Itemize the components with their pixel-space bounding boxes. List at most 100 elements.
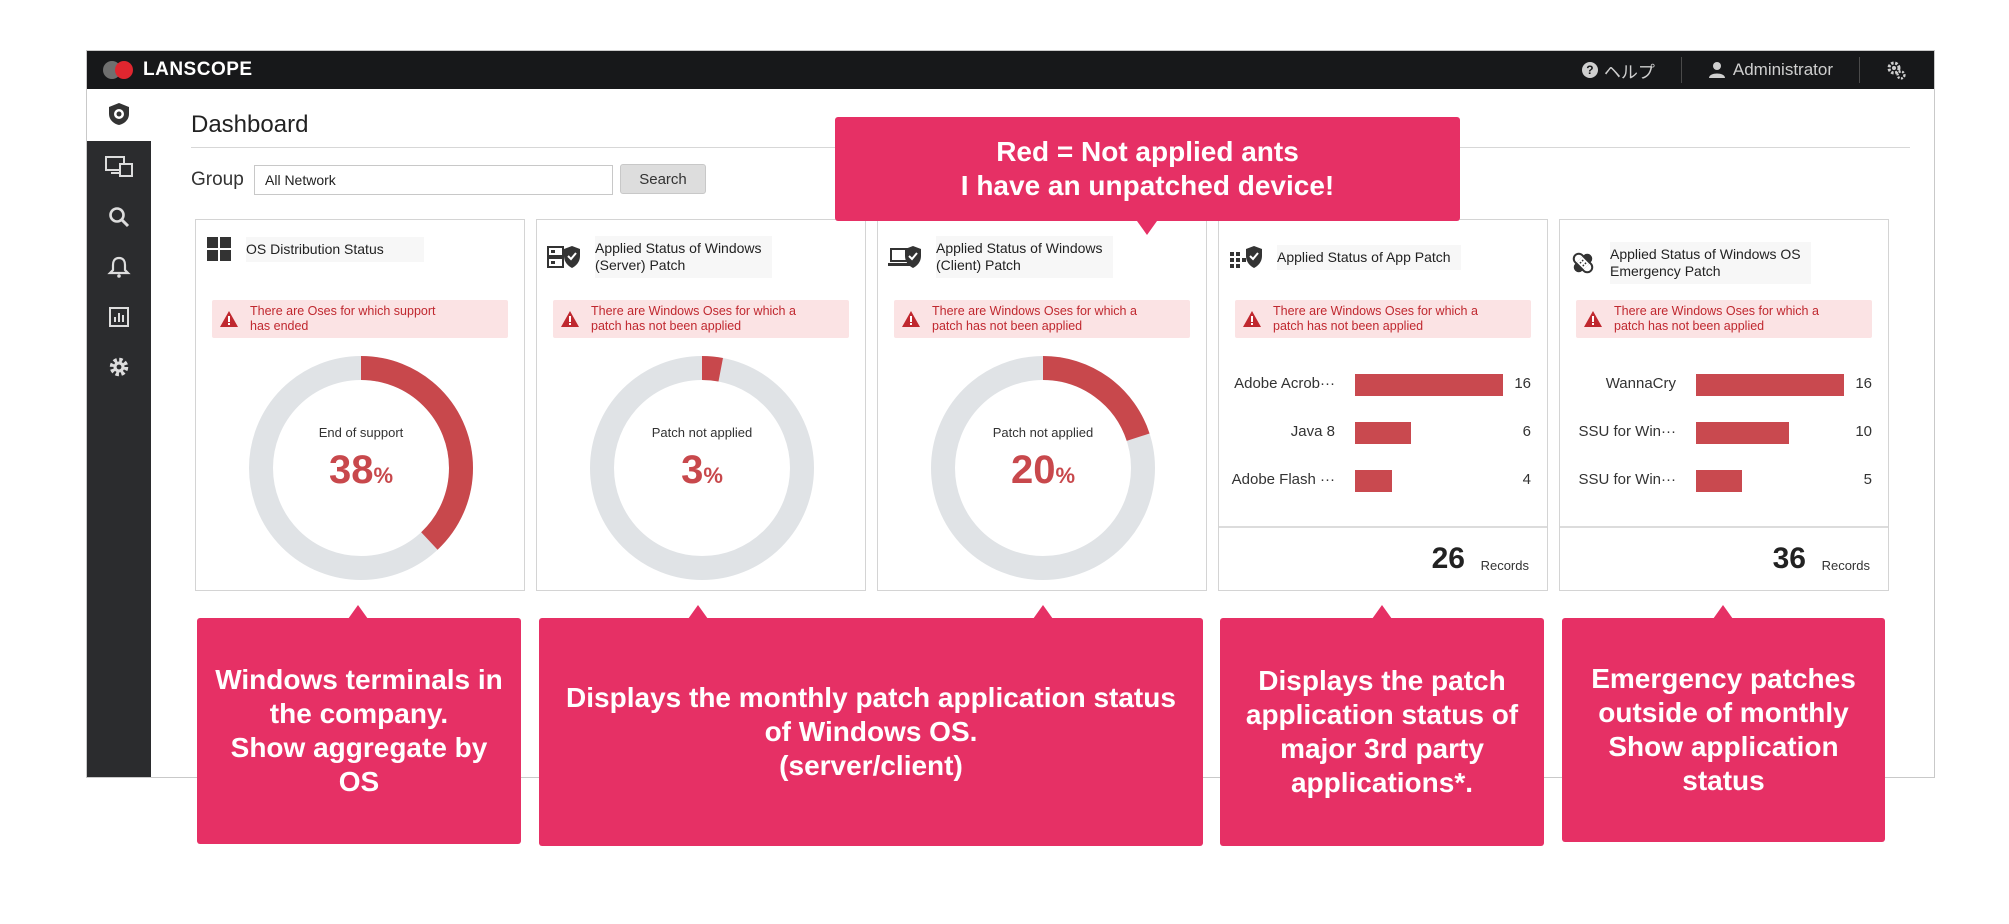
donut-value: 20% <box>923 448 1163 493</box>
donut-label: Patch not applied <box>651 425 753 440</box>
donut-segment <box>249 356 473 580</box>
warning-icon <box>220 311 238 327</box>
callout-text: Emergency patches outside of monthly Sho… <box>1591 662 1856 798</box>
warning-icon <box>902 311 920 327</box>
user-menu[interactable]: Administrator <box>1682 57 1860 83</box>
alert-text: There are Windows Oses for which a patch… <box>1273 304 1478 334</box>
donut-unit: % <box>703 463 723 488</box>
bar-row[interactable]: Adobe Acrob··· 16 <box>1219 370 1547 400</box>
callout-red-legend: Red = Not applied ants I have an unpatch… <box>835 117 1460 221</box>
card-client-patch[interactable]: Applied Status of Windows (Client) Patch… <box>877 219 1207 591</box>
bar-value: 6 <box>1522 423 1531 440</box>
callout-text: Red = Not applied ants I have an unpatch… <box>961 135 1334 203</box>
alert-banner: There are Windows Oses for which a patch… <box>894 300 1190 338</box>
callout-text: Displays the monthly patch application s… <box>566 681 1176 783</box>
donut-number: 3 <box>681 448 704 492</box>
sidebar-item-dashboard[interactable] <box>87 89 151 141</box>
card-app-patch[interactable]: Applied Status of App Patch There are Wi… <box>1218 219 1548 591</box>
callout-pointer <box>348 605 368 619</box>
help-link[interactable]: ? ヘルプ <box>1556 57 1682 83</box>
bar-fill <box>1696 470 1743 492</box>
callout-line: of Windows OS. <box>764 716 978 747</box>
bar-value: 4 <box>1522 471 1531 488</box>
lanscope-logo[interactable]: LANSCOPE <box>103 58 253 82</box>
callout-line: OS <box>338 766 380 797</box>
callout-monthly-info: Displays the monthly patch application s… <box>539 618 1203 846</box>
warning-icon <box>1243 311 1261 327</box>
donut-chart <box>931 356 1155 580</box>
donut-unit: % <box>373 463 394 488</box>
bar-list: WannaCry 16 SSU for Win··· 10 SSU for Wi… <box>1560 360 1888 530</box>
card-title-line: Applied Status of Windows <box>936 240 1103 256</box>
alert-line: patch has not been applied <box>932 319 1083 333</box>
bandage-icon <box>1572 252 1594 274</box>
callout-line: Windows terminals in <box>215 664 503 695</box>
bar-name: SSU for Win··· <box>1578 423 1677 440</box>
callout-line: major 3rd party <box>1280 733 1484 764</box>
gears-icon <box>1887 61 1906 80</box>
bar-row[interactable]: SSU for Win··· 5 <box>1560 466 1888 496</box>
gear-icon <box>109 357 129 377</box>
card-header: Applied Status of Windows (Client) Patch <box>888 236 1113 278</box>
alert-line: There are Oses for which support <box>250 304 436 318</box>
card-title-line: Emergency Patch <box>1610 263 1721 279</box>
callout-app-info: Displays the patch application status of… <box>1220 618 1544 846</box>
callout-line: Displays the patch <box>1258 665 1506 696</box>
card-title-line: Applied Status of Windows <box>595 240 762 256</box>
card-emergency-patch[interactable]: Applied Status of Windows OS Emergency P… <box>1559 219 1889 591</box>
bar-row[interactable]: WannaCry 16 <box>1560 370 1888 400</box>
alert-banner: There are Windows Oses for which a patch… <box>553 300 849 338</box>
records-label: Records <box>1480 558 1529 573</box>
callout-pointer <box>688 605 708 619</box>
bar-list: Adobe Acrob··· 16 Java 8 6 Adobe Flash ·… <box>1219 360 1547 530</box>
search-button[interactable]: Search <box>620 164 706 194</box>
server-shield-icon <box>547 246 580 268</box>
shield-icon <box>109 103 129 125</box>
records-count: 36 <box>1772 542 1806 575</box>
alert-banner: There are Windows Oses for which a patch… <box>1576 300 1872 338</box>
logo-mark-icon <box>103 59 137 81</box>
callout-text: Displays the patch application status of… <box>1246 664 1518 800</box>
search-icon <box>109 207 130 228</box>
group-input[interactable] <box>254 165 613 195</box>
donut-segment <box>931 356 1155 580</box>
card-footer: 36 Records <box>1560 526 1888 590</box>
group-label: Group <box>191 169 244 190</box>
alert-line: patch has not been applied <box>1614 319 1765 333</box>
callout-line: Red = Not applied ants <box>996 136 1299 167</box>
callout-pointer <box>1033 605 1053 619</box>
donut-label: Patch not applied <box>992 425 1094 440</box>
donut-chart <box>249 356 473 580</box>
bar-row[interactable]: SSU for Win··· 10 <box>1560 418 1888 448</box>
alert-line: patch has not been applied <box>1273 319 1424 333</box>
alert-line: There are Windows Oses for which a <box>1273 304 1478 318</box>
card-header: OS Distribution Status <box>206 236 424 262</box>
records-label: Records <box>1821 558 1870 573</box>
bar-row[interactable]: Adobe Flash ··· 4 <box>1219 466 1547 496</box>
alert-text: There are Windows Oses for which a patch… <box>591 304 796 334</box>
windows-icon <box>207 237 231 261</box>
donut-chart <box>590 356 814 580</box>
settings-shortcut[interactable] <box>1860 57 1906 83</box>
bar-row[interactable]: Java 8 6 <box>1219 418 1547 448</box>
alert-banner: There are Windows Oses for which a patch… <box>1235 300 1531 338</box>
donut-value: 38% <box>241 448 481 493</box>
alert-line: There are Windows Oses for which a <box>591 304 796 318</box>
card-server-patch[interactable]: Applied Status of Windows (Server) Patch… <box>536 219 866 591</box>
card-title-line: (Server) Patch <box>595 257 686 273</box>
callout-line: I have an unpatched device! <box>960 170 1335 201</box>
alert-line: has ended <box>250 319 309 333</box>
card-title: Applied Status of App Patch <box>1277 244 1461 270</box>
donut-label: End of support <box>318 425 404 440</box>
alert-text: There are Windows Oses for which a patch… <box>1614 304 1819 334</box>
callout-line: applications*. <box>1290 767 1474 798</box>
top-right-menu: ? ヘルプ Administrator <box>1556 51 1906 89</box>
bell-icon <box>107 256 131 278</box>
devices-icon <box>105 156 133 177</box>
bar-fill <box>1355 374 1503 396</box>
card-os-distribution[interactable]: OS Distribution Status There are Oses fo… <box>195 219 525 591</box>
bar-fill <box>1355 470 1392 492</box>
donut-number: 20 <box>1010 448 1056 492</box>
bar-fill <box>1696 374 1844 396</box>
records-count: 26 <box>1431 542 1465 575</box>
